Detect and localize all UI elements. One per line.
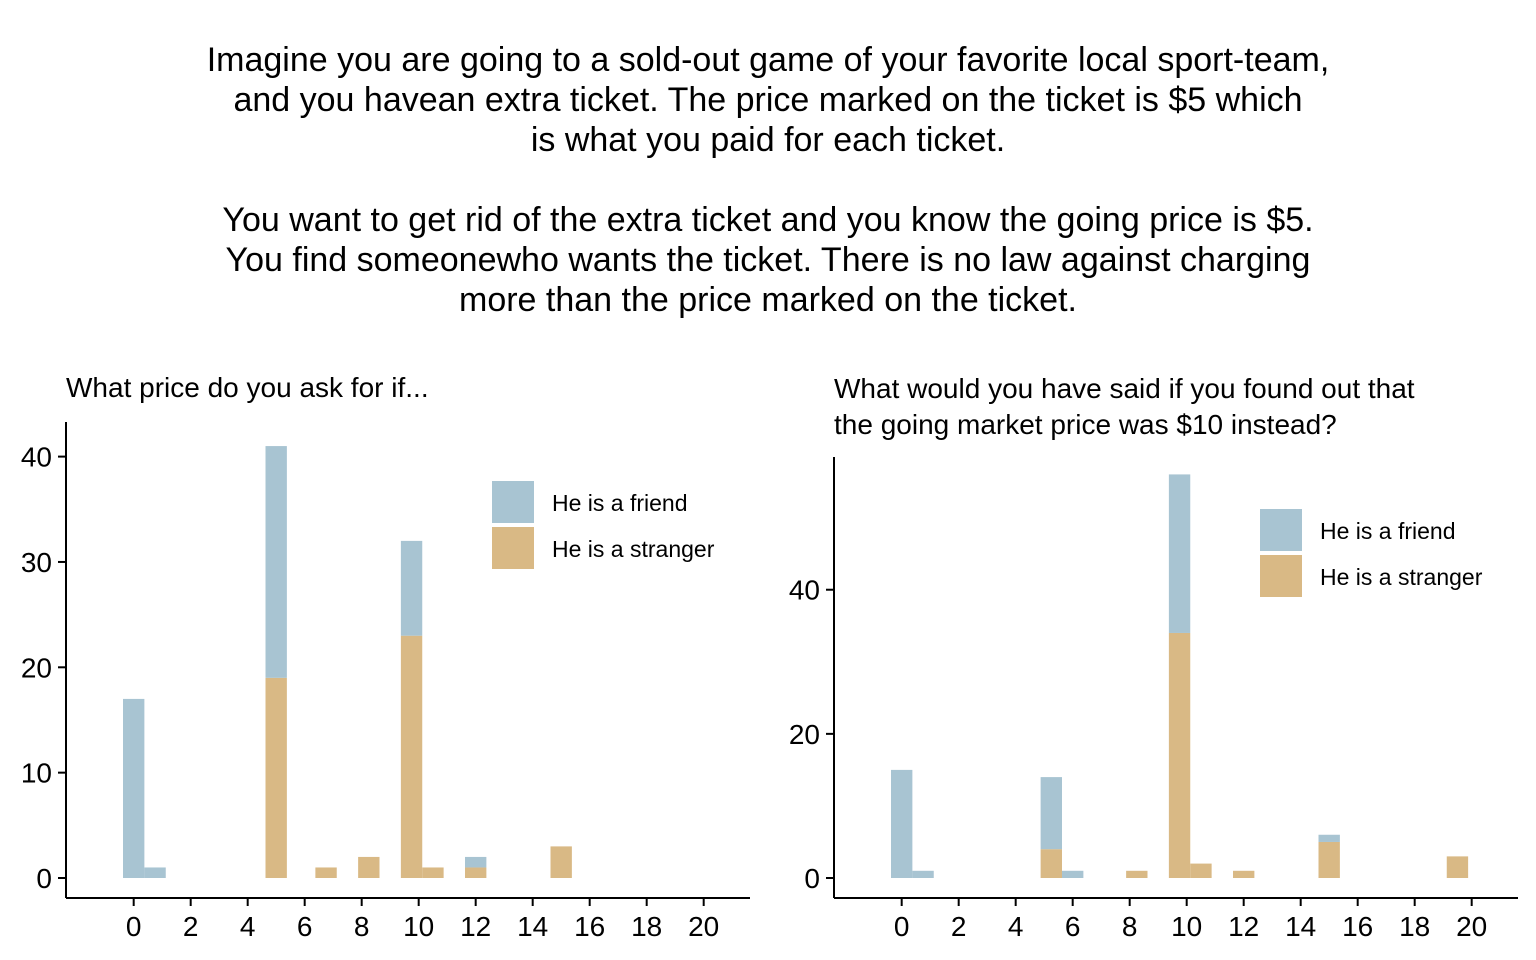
legend-swatch (1260, 509, 1302, 551)
x-tick-label: 2 (183, 911, 199, 942)
chart-panel-2: What would you have said if you found ou… (789, 373, 1518, 942)
x-tick-label: 12 (1228, 911, 1259, 942)
bar-friend (123, 698, 145, 878)
intro-line-6: more than the price marked on the ticket… (459, 281, 1077, 319)
bar-stranger (422, 867, 444, 878)
y-tick-label: 30 (21, 547, 52, 578)
x-tick-label: 10 (403, 911, 434, 942)
x-tick-label: 0 (126, 911, 142, 942)
chart-panel-1: What price do you ask for if...010203040… (21, 372, 750, 942)
x-tick-label: 12 (460, 911, 491, 942)
bar-stranger (1446, 856, 1469, 878)
bar-stranger (400, 635, 423, 878)
x-tick-label: 18 (1399, 911, 1430, 942)
intro-line-5: You find someonewho wants the ticket. Th… (225, 241, 1311, 279)
legend-swatch (492, 527, 534, 569)
intro-paragraph-1: Imagine you are going to a sold-out game… (0, 40, 1536, 160)
x-tick-label: 2 (951, 911, 967, 942)
x-tick-label: 14 (517, 911, 548, 942)
legend-label: He is a stranger (1320, 564, 1483, 590)
bar-friend (1318, 834, 1340, 842)
y-tick-label: 10 (21, 758, 52, 789)
bar-stranger (315, 867, 337, 878)
x-tick-label: 8 (354, 911, 370, 942)
x-tick-label: 4 (1008, 911, 1024, 942)
y-tick-label: 0 (36, 863, 52, 894)
bar-friend (1040, 777, 1062, 850)
chart-title-line: the going market price was $10 instead? (834, 409, 1337, 440)
intro-line-2: and you havean extra ticket. The price m… (233, 81, 1303, 119)
y-tick-label: 20 (789, 719, 820, 750)
legend-label: He is a friend (552, 490, 688, 516)
intro-line-4: You want to get rid of the extra ticket … (222, 201, 1314, 239)
intro-line-1: Imagine you are going to a sold-out game… (206, 41, 1330, 79)
bar-stranger (1233, 870, 1255, 878)
intro-line-3: is what you paid for each ticket. (530, 121, 1006, 159)
bar-stranger (465, 867, 487, 878)
legend-label: He is a stranger (552, 536, 715, 562)
x-tick-label: 0 (894, 911, 910, 942)
bar-stranger (1318, 841, 1340, 878)
legend-label: He is a friend (1320, 518, 1456, 544)
bar-friend (1062, 870, 1084, 878)
bar-friend (1168, 474, 1191, 633)
x-tick-label: 8 (1122, 911, 1138, 942)
intro-text: Imagine you are going to a sold-out game… (0, 40, 1536, 320)
bar-friend (265, 446, 287, 678)
bar-friend (891, 769, 913, 878)
y-tick-label: 40 (21, 442, 52, 473)
bar-stranger (358, 856, 380, 878)
x-tick-label: 6 (1065, 911, 1081, 942)
x-tick-label: 16 (1342, 911, 1373, 942)
x-tick-label: 16 (574, 911, 605, 942)
bar-stranger (1190, 863, 1212, 878)
x-tick-label: 10 (1171, 911, 1202, 942)
bar-friend (400, 540, 423, 636)
chart-title-line: What price do you ask for if... (66, 372, 429, 403)
x-tick-label: 18 (631, 911, 662, 942)
bar-friend (465, 856, 487, 868)
legend-swatch (1260, 555, 1302, 597)
x-tick-label: 4 (240, 911, 256, 942)
x-tick-label: 6 (297, 911, 313, 942)
x-tick-label: 20 (1456, 911, 1487, 942)
y-tick-label: 40 (789, 575, 820, 606)
x-tick-label: 14 (1285, 911, 1316, 942)
bar-stranger (1040, 849, 1062, 878)
x-tick-label: 20 (688, 911, 719, 942)
y-tick-label: 20 (21, 652, 52, 683)
bar-stranger (550, 846, 572, 878)
intro-paragraph-2: You want to get rid of the extra ticket … (0, 200, 1536, 320)
y-tick-label: 0 (804, 863, 820, 894)
bar-friend (144, 867, 166, 878)
chart-title-line: What would you have said if you found ou… (834, 373, 1415, 404)
bar-stranger (1168, 632, 1191, 878)
bar-stranger (1126, 870, 1148, 878)
bar-friend (912, 870, 934, 878)
bar-stranger (265, 677, 287, 878)
legend-swatch (492, 481, 534, 523)
